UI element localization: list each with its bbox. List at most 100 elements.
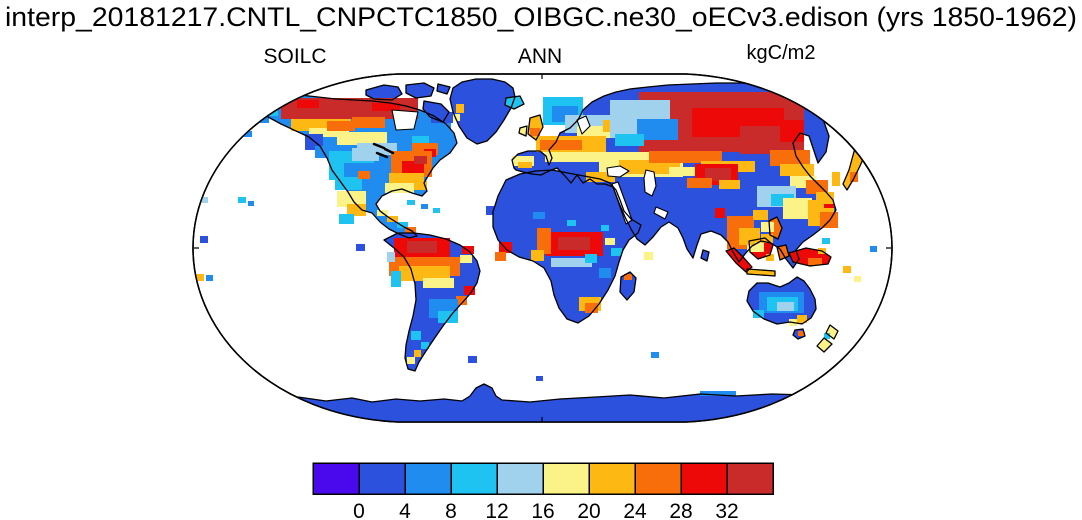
map-cell <box>687 178 712 188</box>
map-cell <box>586 172 615 182</box>
map-cell <box>243 131 252 137</box>
map-cell <box>417 119 451 141</box>
map-cell <box>843 266 851 273</box>
map-cell <box>824 333 830 339</box>
season-label: ANN <box>518 45 562 68</box>
map-cell <box>337 132 387 145</box>
map-cell <box>412 136 429 146</box>
map-cell <box>761 222 774 232</box>
black-sea <box>606 165 630 178</box>
colorbar-segment <box>588 462 636 495</box>
great-lakes <box>372 142 395 159</box>
map-cell <box>611 248 622 256</box>
map-cell <box>358 171 370 179</box>
map-cell <box>352 148 379 161</box>
map-cell <box>808 258 822 265</box>
map-cell <box>468 356 477 363</box>
map-cell <box>777 302 794 311</box>
colorbar-tick-label: 4 <box>399 500 411 520</box>
world-map <box>192 73 893 423</box>
map-cell <box>854 276 861 282</box>
frame-ticks <box>194 74 891 422</box>
colorbar-legend: 0 4 8 12 16 20 24 28 32 <box>312 462 774 520</box>
map-cell <box>780 164 814 176</box>
variable-label: SOILC <box>263 45 326 68</box>
persian-gulf <box>653 206 669 220</box>
map-cell <box>327 121 355 131</box>
map-cell <box>433 208 440 213</box>
map-cell <box>531 250 544 261</box>
colorbar-segment <box>680 462 728 495</box>
map-cell <box>719 180 740 189</box>
map-cell <box>700 391 736 396</box>
map-cell <box>637 119 678 140</box>
map-cell <box>414 156 427 164</box>
map-cell <box>624 274 632 280</box>
colorbar-segment <box>726 462 774 495</box>
map-cell <box>512 156 534 166</box>
map-cell <box>495 252 506 261</box>
map-cell <box>421 204 428 209</box>
plot-title: interp_20181217.CNTL_CNPCTC1850_OIBGC.ne… <box>5 2 1077 32</box>
map-cell <box>649 151 722 163</box>
hudson-bay <box>391 109 419 131</box>
map-cell <box>715 208 725 218</box>
map-cell <box>558 237 590 250</box>
map-cell <box>431 112 453 123</box>
map-cell <box>536 376 543 381</box>
map-cell <box>228 128 237 134</box>
map-cell <box>845 112 857 121</box>
map-cell <box>339 214 354 224</box>
map-cell <box>669 167 708 176</box>
map-cell <box>201 197 208 203</box>
map-cell <box>518 162 532 168</box>
map-cell <box>407 357 415 364</box>
map-cell <box>335 177 362 190</box>
map-cell <box>599 268 611 278</box>
colorbar-tick-label: 24 <box>623 500 647 520</box>
map-cell <box>615 134 644 146</box>
map-cell <box>761 234 773 243</box>
map-cell <box>206 275 213 281</box>
map-cell <box>567 220 576 226</box>
colorbar-segment <box>634 462 682 495</box>
colorbar-segment <box>312 462 360 495</box>
map-cell <box>238 197 246 203</box>
map-cell <box>601 225 609 231</box>
map-cell <box>372 103 400 111</box>
colorbar-segment <box>404 462 452 495</box>
colorbar-tick-label: 0 <box>353 500 365 520</box>
map-cell <box>315 146 329 158</box>
map-cell <box>391 271 401 287</box>
map-cell <box>780 120 804 142</box>
map-cell <box>832 172 840 186</box>
map-cell <box>411 331 421 340</box>
map-cell <box>421 342 429 349</box>
map-cell <box>200 236 208 243</box>
map-cell <box>705 168 731 181</box>
map-cell <box>356 244 365 251</box>
map-cell <box>783 198 812 219</box>
map-cell <box>747 238 755 245</box>
map-cell <box>385 183 414 193</box>
map-cell <box>770 150 810 166</box>
map-cell <box>816 192 834 204</box>
map-cell <box>545 152 600 162</box>
map-cell <box>820 212 838 228</box>
map-cell <box>438 311 458 323</box>
data-cells <box>195 92 877 401</box>
units-label: kgC/m2 <box>747 42 816 64</box>
map-cell <box>309 128 349 137</box>
map-cell <box>605 238 615 245</box>
colorbar-tick-label: 20 <box>577 500 600 520</box>
map-cell <box>753 210 768 220</box>
map-cell <box>460 255 472 263</box>
map-cell <box>747 242 764 252</box>
map-cell <box>870 246 877 252</box>
map-cell <box>397 222 408 228</box>
map-cell <box>806 180 828 194</box>
baltic-sea <box>576 115 591 135</box>
map-cell <box>753 310 764 318</box>
map-cell <box>387 216 398 222</box>
